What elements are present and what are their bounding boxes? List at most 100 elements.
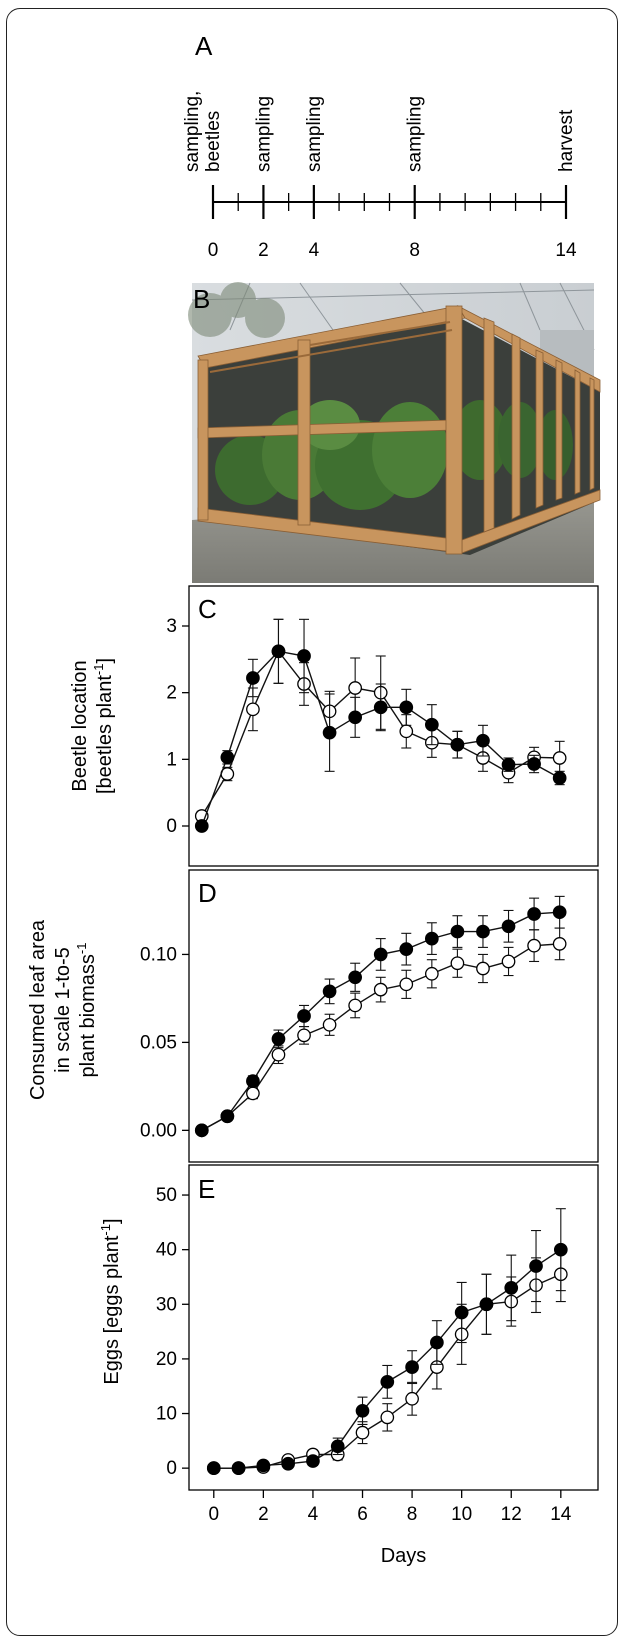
data-point: [206, 1461, 221, 1476]
data-point: [552, 905, 567, 920]
timeline-event-label: sampling, beetles: [182, 91, 224, 172]
y-axis-title-line: Beetle location: [69, 660, 91, 791]
x-tick-label: 10: [451, 1504, 472, 1525]
data-point: [271, 1047, 286, 1062]
data-point: [194, 819, 209, 833]
data-point: [348, 970, 363, 985]
timeline-event-label: harvest: [556, 109, 577, 172]
y-tick-label: 40: [156, 1240, 177, 1261]
timeline-event-text: sampling: [405, 96, 426, 172]
data-point: [553, 1242, 568, 1257]
data-point: [271, 1032, 286, 1046]
timeline-event-text: beetles: [203, 111, 224, 172]
y-axis-title-text: [beetles plant: [94, 675, 116, 794]
data-point: [348, 710, 363, 725]
y-tick-label: 10: [156, 1404, 177, 1425]
data-point: [380, 1410, 395, 1425]
y-axis-title-line: [beetles plant-1]: [91, 658, 116, 794]
data-point: [501, 919, 516, 934]
data-point: [424, 931, 439, 946]
timeline-day-label: 0: [208, 240, 219, 261]
data-point: [330, 1439, 345, 1454]
series-line: [201, 943, 560, 1131]
timeline-event-text: harvest: [556, 109, 577, 172]
x-axis-title: Days: [381, 1545, 427, 1567]
data-point: [322, 984, 337, 999]
y-axis-title: Beetle location [beetles plant-1]: [69, 658, 116, 794]
data-point: [355, 1425, 370, 1440]
data-point: [450, 737, 465, 752]
chart-panel-d: D 0.00 0.05 0.10 Consumed leaf area in scale …: [27, 869, 599, 1163]
panel-b-photo: B: [188, 282, 601, 583]
data-point: [322, 1017, 337, 1032]
timeline-day-label: 4: [309, 240, 320, 261]
data-point: [450, 956, 465, 971]
panel-a-label: A: [195, 31, 213, 61]
data-point: [527, 907, 541, 921]
data-point: [281, 1456, 296, 1471]
y-axis-title-line: in scale 1-to-5: [52, 947, 74, 1073]
y-axis-title-line: plant biomass-1: [74, 943, 99, 1078]
timeline-day-label: 8: [409, 240, 420, 261]
y-axis-title-superscript: -1: [74, 943, 89, 955]
data-point: [399, 700, 414, 715]
y-axis-title: Consumed leaf area in scale 1-to-5 plant b…: [27, 919, 99, 1100]
data-point: [424, 966, 439, 981]
y-axis-title: Eggs [eggs plant-1]: [98, 1218, 123, 1384]
y-tick-label: 0.10: [140, 944, 177, 965]
timeline-day-label: 2: [258, 240, 269, 261]
data-point: [220, 750, 235, 765]
data-point: [373, 700, 388, 715]
y-axis-title-text: ]: [94, 658, 116, 664]
x-tick-label: 2: [258, 1504, 269, 1525]
series-filled: [194, 618, 567, 833]
data-point: [529, 1259, 543, 1273]
plot-area-frame: [188, 869, 599, 1163]
data-point: [373, 982, 388, 997]
data-point: [450, 924, 465, 939]
cage-photo: [188, 282, 601, 583]
timeline-day-label: 14: [555, 240, 577, 261]
series-filled: [206, 1208, 568, 1476]
plot-area-frame: [188, 585, 599, 867]
timeline-event-text: sampling: [304, 96, 325, 172]
plot-area-frame: [188, 1164, 599, 1491]
data-point: [256, 1458, 271, 1473]
x-tick-label: 12: [501, 1504, 522, 1525]
data-point: [355, 1403, 370, 1418]
panel-label: E: [198, 1174, 215, 1204]
data-point: [424, 717, 439, 732]
data-point: [271, 644, 286, 659]
x-tick-label: 8: [407, 1504, 418, 1525]
cage-upper-beams: [209, 321, 453, 373]
data-point: [231, 1461, 246, 1476]
data-point: [552, 937, 567, 951]
y-axis-title-text: Eggs [eggs plant: [101, 1235, 123, 1384]
data-point: [527, 938, 541, 953]
data-point: [246, 1086, 260, 1101]
data-point: [399, 942, 414, 957]
data-point: [373, 947, 388, 962]
chart-panel-c: C 0 1 2 3 Beetle location [beetles plant-1]: [69, 585, 599, 867]
data-point: [552, 771, 567, 785]
y-tick-label: 50: [156, 1185, 177, 1206]
data-point: [297, 1028, 311, 1043]
y-tick-label: 3: [166, 616, 177, 637]
data-point: [348, 998, 363, 1013]
data-point: [454, 1305, 469, 1320]
panel-a-timeline: A 0 sampling, beetles 2 sampling 4 sampling 8 sa…: [182, 31, 577, 261]
timeline-event-label: sampling: [405, 96, 426, 172]
series-filled: [194, 895, 567, 1138]
data-point: [297, 649, 311, 663]
y-axis-title-superscript: -1: [91, 664, 106, 676]
data-point: [246, 1074, 260, 1088]
data-point: [504, 1281, 519, 1295]
data-point: [194, 1123, 209, 1138]
x-tick-label: 0: [208, 1504, 219, 1525]
y-tick-label: 0.05: [140, 1032, 177, 1053]
data-point: [399, 724, 414, 739]
data-point: [220, 1109, 235, 1124]
data-point: [479, 1297, 494, 1312]
